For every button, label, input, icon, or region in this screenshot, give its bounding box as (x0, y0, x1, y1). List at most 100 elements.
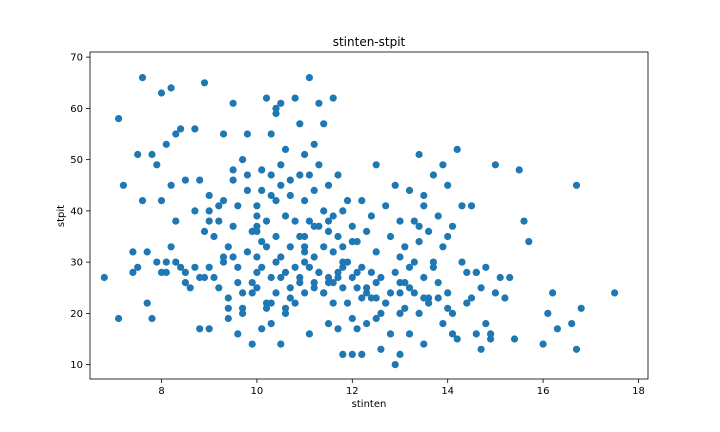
scatter-point (301, 243, 309, 251)
scatter-point (234, 330, 242, 338)
scatter-point (482, 263, 490, 271)
scatter-point (448, 309, 457, 317)
scatter-point (272, 104, 280, 112)
scatter-point (353, 325, 361, 333)
scatter-point (472, 268, 480, 276)
scatter-point (358, 197, 366, 205)
scatter-point (219, 253, 228, 261)
scatter-point (324, 217, 333, 225)
scatter-point (272, 232, 280, 241)
scatter-point (224, 314, 232, 323)
points-layer (100, 74, 619, 369)
scatter-point (463, 299, 471, 307)
scatter-point (391, 268, 399, 276)
scatter-point (501, 294, 509, 302)
scatter-point (248, 289, 256, 297)
scatter-point (363, 289, 371, 297)
scatter-point (281, 145, 290, 153)
scatter-point (229, 253, 237, 261)
scatter-point (157, 89, 166, 97)
scatter-point (234, 263, 242, 271)
scatter-point (172, 258, 180, 266)
scatter-point (377, 345, 385, 353)
scatter-point (396, 309, 404, 317)
scatter-point (291, 299, 299, 307)
scatter-point (248, 279, 256, 287)
scatter-point (253, 222, 261, 230)
scatter-point (205, 263, 213, 271)
scatter-point (358, 294, 366, 302)
x-axis-ticks: 8 10 12 14 16 18 (158, 379, 645, 397)
scatter-point (262, 304, 271, 312)
scatter-point (291, 217, 299, 225)
scatter-point (281, 212, 290, 220)
scatter-point (143, 248, 151, 256)
scatter-point (138, 197, 147, 205)
scatter-point (444, 304, 452, 312)
scatter-point (258, 166, 266, 174)
scatter-point (219, 258, 228, 266)
scatter-point (611, 289, 619, 297)
scatter-point (506, 273, 514, 282)
scatter-point (258, 238, 266, 246)
scatter-point (320, 120, 328, 128)
y-tick-label: 20 (70, 309, 83, 320)
scatter-point (234, 202, 242, 210)
scatter-point (444, 289, 452, 297)
scatter-point (539, 340, 547, 348)
scatter-point (324, 227, 333, 235)
scatter-point (525, 238, 533, 246)
plot-area-frame (89, 51, 649, 380)
scatter-point (444, 181, 452, 189)
scatter-point (286, 284, 294, 292)
scatter-point (224, 304, 232, 312)
scatter-point (215, 202, 223, 210)
scatter-point (281, 268, 290, 276)
scatter-point (363, 227, 371, 235)
scatter-point (401, 243, 409, 251)
scatter-point (463, 268, 471, 276)
scatter-point (281, 309, 290, 317)
scatter-point (305, 217, 313, 225)
scatter-point (334, 232, 342, 241)
scatter-point (386, 232, 395, 241)
scatter-point (420, 273, 428, 282)
scatter-point (577, 304, 585, 312)
scatter-point (382, 202, 390, 210)
scatter-point (119, 181, 127, 189)
y-tick-label: 10 (70, 360, 83, 371)
scatter-point (196, 176, 204, 184)
scatter-point (382, 299, 390, 307)
scatter-point (353, 268, 361, 276)
scatter-point (296, 273, 304, 282)
scatter-point (262, 94, 271, 102)
scatter-point (301, 150, 309, 159)
scatter-point (196, 273, 204, 282)
scatter-point (129, 268, 137, 276)
scatter-point (286, 176, 294, 184)
y-tick-label: 40 (70, 206, 83, 217)
scatter-point (272, 197, 280, 205)
scatter-point (138, 74, 147, 82)
scatter-point (315, 99, 323, 107)
scatter-point (115, 314, 123, 323)
scatter-point (239, 156, 247, 164)
scatter-point (386, 330, 395, 338)
scatter-point (229, 166, 237, 174)
scatter-point (291, 263, 299, 271)
scatter-point (396, 253, 404, 261)
scatter-point (191, 125, 199, 133)
scatter-point (329, 94, 337, 102)
scatter-point (405, 284, 414, 292)
scatter-point (339, 350, 347, 358)
scatter-point (157, 197, 166, 205)
scatter-point (272, 109, 280, 118)
scatter-point (277, 273, 285, 282)
scatter-point (348, 238, 356, 246)
scatter-point (544, 309, 552, 317)
scatter-point (343, 299, 352, 307)
scatter-point (129, 248, 137, 256)
scatter-point (153, 161, 161, 169)
scatter-point (196, 325, 204, 333)
scatter-point (391, 361, 399, 369)
